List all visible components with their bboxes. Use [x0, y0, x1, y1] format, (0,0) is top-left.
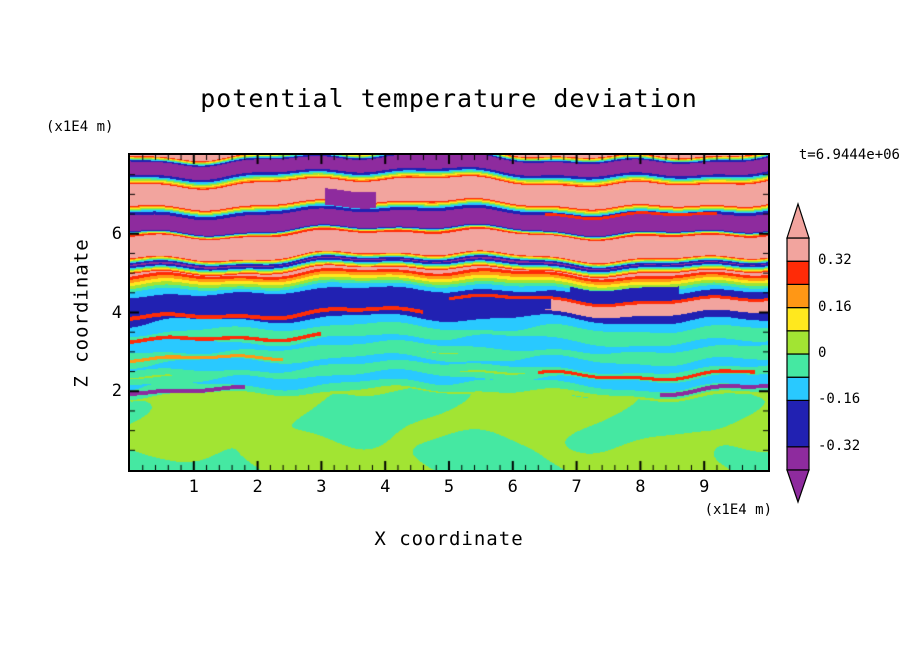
- z-axis-unit-label: (x1E4 m): [46, 119, 114, 135]
- chart-title: potential temperature deviation: [200, 84, 698, 113]
- x-tick-label-3: 3: [316, 477, 327, 497]
- colorbar-tick-label-0.16: 0.16: [818, 298, 852, 315]
- colorbar-segment: [786, 237, 810, 262]
- y-tick-label-2: 2: [111, 381, 122, 402]
- time-annotation: t=6.9444e+06: [798, 147, 900, 163]
- colorbar-arrow-low: [786, 469, 810, 504]
- colorbar-arrow-high: [786, 202, 810, 239]
- x-tick-label-8: 8: [635, 477, 646, 497]
- colorbar-segment: [786, 283, 810, 309]
- colorbar-tick-label-0: 0: [818, 345, 827, 361]
- contour-field-canvas: [130, 155, 768, 470]
- x-axis-title: X coordinate: [374, 528, 524, 550]
- x-tick-label-6: 6: [507, 477, 518, 497]
- colorbar: [786, 202, 810, 504]
- colorbar-tick-label-0.32: 0.32: [818, 252, 852, 269]
- y-tick-label-4: 4: [111, 302, 122, 323]
- x-tick-label-2: 2: [252, 477, 263, 497]
- x-axis-unit-label: (x1E4 m): [704, 502, 772, 518]
- x-tick-label-7: 7: [571, 477, 582, 497]
- colorbar-segment: [786, 306, 810, 332]
- colorbar-tick-label--0.16: -0.16: [818, 391, 861, 408]
- x-tick-label-9: 9: [699, 477, 710, 497]
- colorbar-segment: [786, 376, 810, 401]
- x-tick-label-5: 5: [443, 477, 455, 497]
- plot-area: [128, 153, 770, 472]
- x-tick-label-4: 4: [380, 477, 391, 497]
- colorbar-segment: [786, 353, 810, 378]
- colorbar-segment: [786, 446, 810, 471]
- colorbar-segment: [786, 260, 810, 286]
- y-tick-label-6: 6: [111, 223, 122, 244]
- colorbar-tick-label--0.32: -0.32: [818, 437, 861, 454]
- x-tick-label-1: 1: [188, 477, 199, 497]
- colorbar-segment: [786, 399, 810, 448]
- colorbar-segment: [786, 330, 810, 355]
